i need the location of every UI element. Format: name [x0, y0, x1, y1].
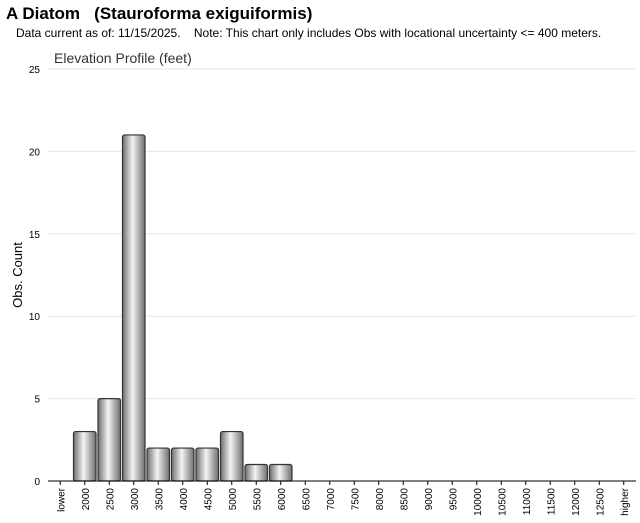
x-tick-label: 2500 [105, 488, 116, 511]
x-tick-label: 5500 [252, 488, 263, 511]
x-tick-label: 11500 [546, 488, 557, 516]
x-tick-label: 4500 [203, 488, 214, 511]
x-tick-label: 3500 [154, 488, 165, 511]
x-tick-label: higher [620, 487, 631, 515]
x-tick-label: 2000 [81, 488, 92, 511]
x-tick-label: 6500 [301, 488, 312, 511]
y-tick-label: 5 [34, 395, 40, 406]
x-tick-label: lower [56, 487, 67, 512]
x-tick-label: 8500 [399, 488, 410, 511]
axes: 0 5 10 15 20 25 lower 2000 2500 3000 3500 4000 4500 5… [29, 65, 636, 516]
chart-header: A Diatom (Stauroforma exiguiformis) [6, 4, 312, 24]
y-axis-label: Obs. Count [10, 242, 25, 308]
gridlines [48, 68, 636, 400]
x-tick-label: 11000 [522, 488, 533, 516]
x-tick-label: 4000 [179, 488, 190, 511]
bar-5500 [244, 463, 269, 482]
x-tick-label: 10000 [473, 488, 484, 516]
x-tick-label: 9500 [448, 488, 459, 511]
bar-5000 [219, 430, 244, 482]
bar-4500 [195, 447, 220, 482]
x-tick-label: 8000 [375, 488, 386, 511]
bar-3500 [146, 447, 171, 482]
x-tick-label: 5000 [228, 488, 239, 511]
x-tick-label: 7000 [326, 488, 337, 511]
bar-3000 [121, 134, 146, 482]
bar-2000 [72, 430, 97, 482]
x-tick-label: 12500 [595, 488, 606, 516]
y-tick-label: 15 [29, 230, 41, 241]
bar-4000 [170, 447, 195, 482]
x-tick-label: 10500 [497, 488, 508, 516]
y-tick-label: 0 [34, 477, 40, 488]
data-note: Data current as of: 11/15/2025. Note: Th… [16, 26, 602, 40]
x-tick-label: 6000 [277, 488, 288, 511]
x-tick-label: 3000 [130, 488, 141, 511]
bar-6000 [268, 463, 293, 482]
chart-title: Elevation Profile (feet) [54, 50, 192, 66]
species-scientific-name: (Stauroforma exiguiformis) [94, 4, 313, 23]
bars [72, 134, 293, 482]
x-tick-label: 7500 [350, 488, 361, 511]
species-common-name: A Diatom [6, 4, 80, 23]
y-tick-label: 10 [29, 312, 41, 323]
y-tick-label: 25 [29, 65, 41, 76]
bar-2500 [97, 398, 122, 482]
y-tick-label: 20 [29, 147, 41, 158]
x-tick-label: 9000 [424, 488, 435, 511]
x-tick-label: 12000 [571, 488, 582, 516]
